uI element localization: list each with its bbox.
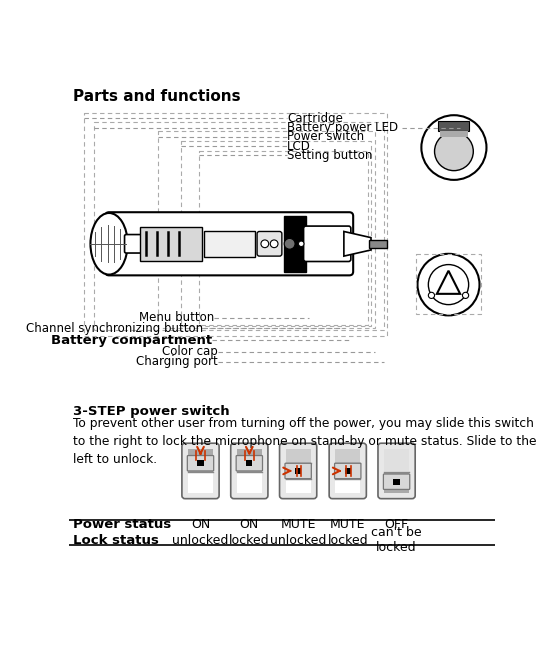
Text: ON: ON [191, 518, 210, 531]
Text: Parts and functions: Parts and functions [73, 89, 241, 104]
FancyBboxPatch shape [285, 463, 311, 479]
Bar [384, 473, 409, 492]
Bar [237, 449, 262, 473]
Circle shape [463, 292, 469, 299]
Bar [284, 216, 306, 271]
Bar [370, 240, 387, 248]
Text: Battery compartment: Battery compartment [51, 334, 212, 347]
Text: Menu button: Menu button [139, 311, 214, 324]
Bar [295, 468, 301, 474]
Bar [336, 449, 360, 463]
FancyBboxPatch shape [304, 226, 351, 261]
Circle shape [417, 254, 480, 316]
Circle shape [421, 115, 487, 180]
FancyBboxPatch shape [383, 474, 410, 490]
Text: Color cap: Color cap [162, 345, 218, 358]
Bar [393, 479, 400, 485]
Bar [188, 449, 213, 473]
Text: MUTE: MUTE [330, 518, 366, 531]
Circle shape [428, 265, 469, 304]
Bar [286, 479, 311, 492]
FancyBboxPatch shape [378, 443, 415, 499]
FancyBboxPatch shape [188, 456, 213, 471]
Bar [181, 141, 371, 326]
Circle shape [284, 239, 295, 249]
Bar [286, 449, 311, 463]
Text: Power status: Power status [73, 518, 172, 531]
Bar [197, 460, 204, 466]
Ellipse shape [90, 213, 128, 274]
Text: locked: locked [229, 534, 270, 547]
Text: Charging port: Charging port [136, 355, 218, 368]
Text: OFF: OFF [384, 518, 409, 531]
Bar [188, 473, 213, 492]
FancyBboxPatch shape [334, 463, 361, 479]
Polygon shape [344, 231, 371, 256]
Text: ON: ON [240, 518, 259, 531]
Polygon shape [437, 271, 460, 294]
Text: Cartridge: Cartridge [287, 111, 343, 125]
Bar [246, 460, 252, 466]
FancyBboxPatch shape [182, 443, 219, 499]
Text: locked: locked [327, 534, 368, 547]
Bar [140, 227, 202, 261]
Text: Lock status: Lock status [73, 534, 160, 547]
FancyBboxPatch shape [329, 443, 366, 499]
Bar [84, 113, 387, 336]
Text: can't be
locked: can't be locked [371, 526, 422, 554]
Text: Battery power LED: Battery power LED [287, 121, 398, 134]
FancyBboxPatch shape [124, 235, 141, 253]
Text: 3-STEP power switch: 3-STEP power switch [73, 406, 230, 419]
Bar [416, 254, 481, 314]
Bar [336, 479, 360, 492]
Bar [384, 449, 409, 471]
FancyBboxPatch shape [236, 456, 262, 471]
Bar [199, 151, 368, 325]
Text: Setting button: Setting button [287, 149, 373, 162]
Circle shape [434, 132, 474, 171]
Bar [440, 130, 468, 137]
FancyBboxPatch shape [105, 212, 353, 275]
Bar [336, 463, 360, 479]
Text: Power switch: Power switch [287, 130, 365, 143]
Circle shape [261, 240, 269, 248]
Text: unlocked: unlocked [270, 534, 326, 547]
Bar [345, 468, 351, 474]
FancyBboxPatch shape [231, 443, 268, 499]
Bar [237, 473, 262, 492]
Circle shape [299, 241, 304, 246]
Bar [438, 121, 470, 130]
FancyBboxPatch shape [279, 443, 317, 499]
Text: MUTE: MUTE [280, 518, 316, 531]
Text: To prevent other user from turning off the power, you may slide this switch
to t: To prevent other user from turning off t… [73, 417, 537, 466]
Text: LCD: LCD [287, 140, 311, 153]
Circle shape [270, 240, 278, 248]
Text: unlocked: unlocked [172, 534, 229, 547]
FancyBboxPatch shape [257, 231, 282, 256]
Bar [286, 463, 311, 479]
Bar [205, 231, 255, 257]
Bar [94, 122, 384, 330]
Text: Channel synchronizing button: Channel synchronizing button [26, 322, 203, 335]
Circle shape [428, 292, 434, 299]
Bar [158, 131, 375, 328]
